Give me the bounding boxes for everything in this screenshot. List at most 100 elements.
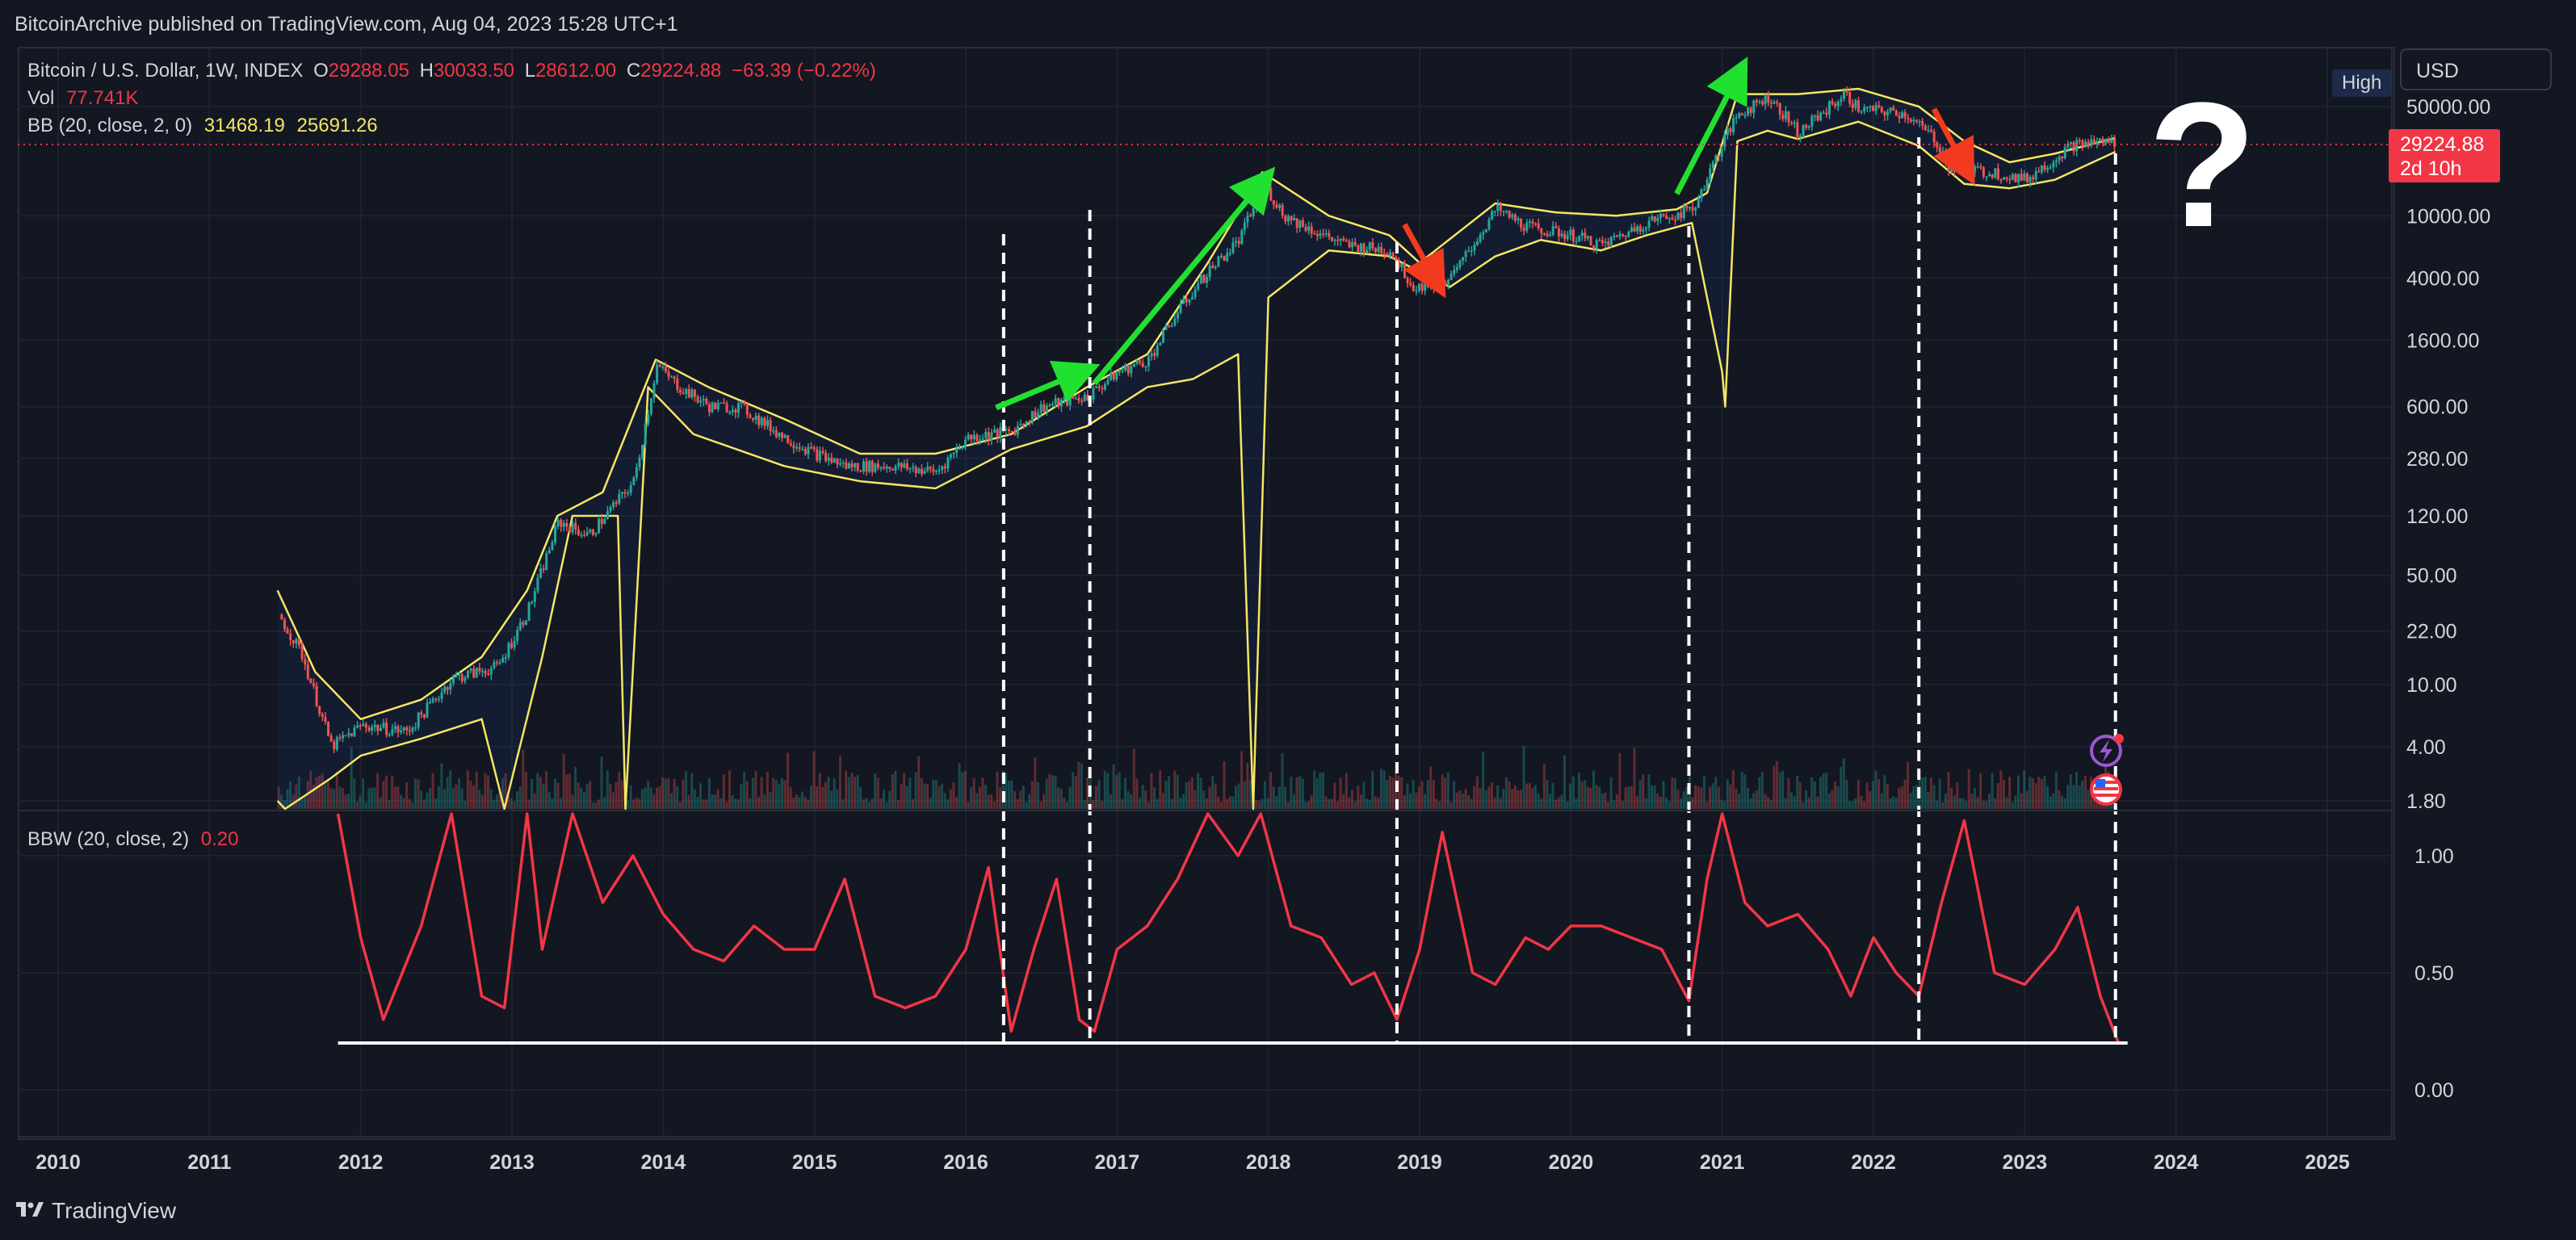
candle-body xyxy=(1395,256,1398,260)
bbw-legend[interactable]: BBW (20, close, 2) 0.20 xyxy=(27,828,238,851)
volume-bar xyxy=(1458,790,1462,809)
volume-bar xyxy=(824,781,827,809)
volume-bar xyxy=(1513,785,1517,809)
candle-body xyxy=(420,712,423,715)
volume-bar xyxy=(1223,761,1226,809)
candle-body xyxy=(606,510,609,519)
candle-body xyxy=(1549,235,1552,237)
volume-bar xyxy=(1426,780,1429,809)
volume-legend[interactable]: Vol 77.741K xyxy=(27,87,138,110)
volume-bar xyxy=(841,799,845,809)
volume-bar xyxy=(1554,799,1558,809)
volume-bar xyxy=(917,756,921,809)
footer-brand[interactable]: TradingView xyxy=(16,1198,176,1224)
candle-body xyxy=(458,674,461,676)
volume-bar xyxy=(618,772,621,809)
symbol-legend[interactable]: Bitcoin / U.S. Dollar, 1W, INDEX O29288.… xyxy=(27,60,876,82)
volume-bar xyxy=(1731,770,1735,809)
volume-bar xyxy=(856,775,859,809)
volume-bar xyxy=(958,763,961,809)
chart-frame[interactable] xyxy=(18,47,2395,1140)
candle-body xyxy=(2112,139,2116,147)
volume-bar xyxy=(1101,801,1104,809)
volume-bar xyxy=(885,802,888,809)
candle-body xyxy=(1959,165,1962,169)
volume-bar xyxy=(1659,796,1662,809)
volume-bar xyxy=(611,792,615,809)
volume-bar xyxy=(1272,786,1275,809)
volume-bar xyxy=(1941,802,1945,809)
volume-bar xyxy=(1580,781,1584,809)
candle-body xyxy=(801,449,804,450)
candle-body xyxy=(1092,388,1095,400)
candle-body xyxy=(841,462,845,464)
time-axis[interactable]: 2010 2011 2012 2013 2014 2015 2016 2017 2018 2019… xyxy=(36,1151,2350,1174)
candle-body xyxy=(705,399,708,404)
volume-bar xyxy=(428,788,431,809)
candle-body xyxy=(1115,372,1118,379)
icon-lightning-event[interactable] xyxy=(2090,734,2124,767)
price-axis[interactable]: 50000.00 10000.00 4000.00 1600.00 600.00 280.… xyxy=(2406,96,2490,1102)
candle-body xyxy=(1025,421,1028,425)
candle-body xyxy=(1045,405,1048,412)
volume-bar xyxy=(1856,779,1860,809)
bbw-line xyxy=(336,812,2121,1044)
volume-bar xyxy=(475,771,478,809)
candle-body xyxy=(313,683,316,686)
volume-bar xyxy=(364,802,367,809)
volume-bar xyxy=(1284,786,1287,809)
candle-body xyxy=(920,468,923,475)
us-flag-icon[interactable] xyxy=(2090,773,2122,806)
volume-bar xyxy=(1533,785,1537,809)
currency-button[interactable]: USD xyxy=(2400,48,2552,90)
candle-body xyxy=(1871,106,1874,111)
candle-body xyxy=(1479,234,1482,241)
candle-body xyxy=(830,457,833,463)
candle-body xyxy=(1293,218,1296,221)
scale-mode-badge[interactable]: High xyxy=(2332,69,2392,97)
candle-body xyxy=(1412,284,1415,291)
volume-bar xyxy=(455,784,458,809)
bb-legend[interactable]: BB (20, close, 2, 0) 31468.19 25691.26 xyxy=(27,115,378,137)
volume-bar xyxy=(1834,781,1837,809)
volume-bar xyxy=(1208,786,1211,809)
candle-body xyxy=(480,671,484,672)
candle-body xyxy=(833,458,836,463)
candle-body xyxy=(807,446,810,455)
candle-body xyxy=(545,553,548,571)
candle-body xyxy=(1185,298,1188,303)
volume-bar xyxy=(2043,775,2046,809)
volume-bar xyxy=(830,790,833,809)
volume-bar xyxy=(787,752,790,809)
volume-bar xyxy=(1435,798,1438,809)
volume-bar xyxy=(774,779,778,809)
candle-body xyxy=(1074,398,1077,400)
candle-body xyxy=(787,435,790,444)
candle-body xyxy=(1965,169,1968,175)
candle-body xyxy=(803,449,807,455)
volume-bar xyxy=(420,790,423,809)
volume-bar xyxy=(2011,802,2014,809)
candle-body xyxy=(722,402,725,404)
volume-bar xyxy=(853,777,856,809)
candle-body xyxy=(1854,100,1857,108)
candle-body xyxy=(1697,198,1700,208)
bb-lower-value: 25691.26 xyxy=(296,115,378,136)
candle-body xyxy=(1080,400,1084,402)
candle-body xyxy=(1627,231,1630,237)
volume-bar xyxy=(772,777,775,809)
candle-body xyxy=(929,467,932,469)
candle-body xyxy=(1310,226,1313,234)
candle-body xyxy=(585,532,589,536)
candle-body xyxy=(1813,115,1816,117)
low-label: L xyxy=(524,60,536,82)
candle-body xyxy=(1656,217,1659,221)
volume-bar xyxy=(1048,773,1051,809)
candle-body xyxy=(342,735,345,739)
candle-body xyxy=(1386,253,1389,256)
volume-bar xyxy=(1831,790,1834,809)
volume-bar xyxy=(626,800,629,809)
volume-bar xyxy=(495,794,498,809)
volume-bar xyxy=(827,777,830,809)
